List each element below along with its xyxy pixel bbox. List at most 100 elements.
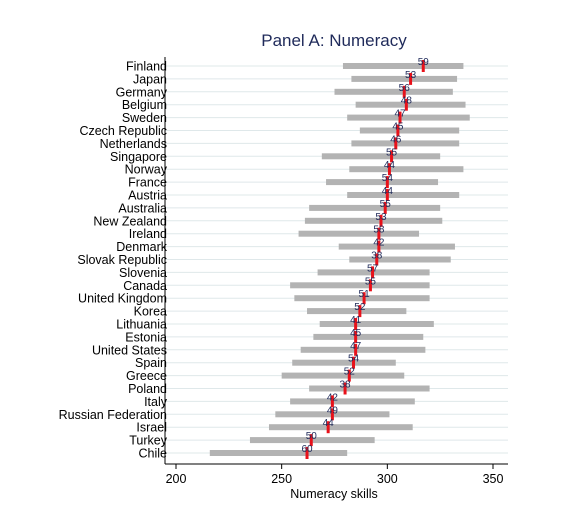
range-bar	[347, 114, 470, 121]
category-label: Sweden	[122, 111, 167, 125]
value-label: 55	[380, 199, 392, 210]
category-label: Greece	[126, 369, 167, 383]
bars-layer: 5953564847454655445444555358423857555152…	[209, 57, 470, 459]
value-label: 53	[375, 212, 387, 223]
range-bar	[209, 450, 348, 456]
mean-marker	[354, 330, 358, 343]
category-label: Russian Federation	[59, 408, 167, 422]
category-label: Canada	[123, 279, 167, 293]
chart-title: Panel A: Numeracy	[261, 31, 407, 50]
mean-marker	[309, 434, 313, 447]
category-label: United Kingdom	[78, 292, 167, 306]
range-bar	[349, 166, 464, 173]
value-label: 47	[394, 109, 406, 120]
value-label: 38	[371, 251, 383, 262]
mean-marker	[354, 318, 358, 330]
mean-marker	[402, 85, 406, 98]
category-label: Japan	[133, 72, 167, 86]
value-label: 55	[386, 147, 398, 158]
mean-marker	[368, 279, 372, 292]
x-tick-label: 250	[271, 472, 292, 486]
value-label: 45	[392, 122, 404, 133]
value-label: 54	[348, 354, 360, 365]
mean-marker	[371, 266, 375, 279]
range-bar	[268, 424, 413, 431]
value-label: 46	[390, 134, 402, 145]
range-bar	[349, 256, 451, 263]
range-bar	[290, 398, 415, 405]
category-label: Chile	[139, 447, 168, 461]
range-bar	[309, 385, 430, 392]
value-label: 38	[340, 380, 352, 391]
range-bar	[351, 140, 460, 147]
category-label: Singapore	[110, 150, 167, 164]
category-label: Slovak Republic	[77, 253, 167, 267]
mean-marker	[379, 214, 383, 227]
mean-marker	[409, 72, 413, 85]
value-label: 52	[354, 302, 366, 313]
range-bar	[342, 63, 464, 69]
category-label: Slovenia	[119, 266, 167, 280]
mean-marker	[362, 292, 366, 305]
value-label: 41	[350, 315, 362, 326]
value-label: 51	[359, 289, 371, 300]
value-label: 60	[301, 444, 313, 455]
x-axis-title: Numeracy skills	[290, 487, 378, 501]
value-label: 59	[418, 57, 430, 68]
mean-marker	[354, 343, 358, 356]
mean-marker	[385, 189, 389, 201]
x-axis: 200 250 300 350	[164, 57, 508, 486]
range-bar	[292, 359, 396, 366]
value-label: 52	[344, 367, 356, 378]
range-bar	[321, 153, 441, 160]
category-label: Lithuania	[116, 318, 167, 332]
range-bar	[298, 230, 420, 237]
mean-marker	[358, 305, 362, 318]
category-label: Poland	[128, 382, 167, 396]
category-label: New Zealand	[93, 214, 167, 228]
range-bar	[334, 88, 453, 95]
mean-marker	[387, 163, 391, 176]
value-label: 42	[327, 392, 339, 403]
range-bar	[309, 204, 441, 211]
x-tick-label: 350	[483, 472, 504, 486]
mean-marker	[343, 382, 347, 395]
value-label: 44	[382, 186, 394, 197]
value-label: 42	[373, 238, 385, 249]
category-label: United States	[92, 343, 167, 357]
category-label: Finland	[126, 60, 167, 74]
x-tick-label: 300	[377, 472, 398, 486]
mean-marker	[377, 227, 381, 240]
category-label: Estonia	[125, 330, 167, 344]
category-label: Italy	[144, 395, 168, 409]
value-label: 54	[382, 173, 394, 184]
mean-marker	[330, 395, 334, 408]
range-bar	[355, 101, 466, 108]
value-label: 53	[405, 70, 417, 81]
value-label: 50	[306, 431, 318, 442]
range-bar	[359, 127, 460, 134]
mean-marker	[347, 369, 351, 382]
mean-marker	[421, 60, 425, 72]
value-label: 56	[399, 83, 411, 94]
mean-marker	[398, 111, 402, 124]
category-label: Korea	[134, 305, 167, 319]
mean-marker	[385, 176, 389, 189]
category-label: Czech Republic	[79, 124, 167, 138]
mean-marker	[394, 137, 398, 150]
category-label: Austria	[128, 189, 167, 203]
mean-marker	[375, 253, 379, 266]
value-label: 44	[384, 160, 396, 171]
category-label: Denmark	[116, 240, 167, 254]
value-label: 58	[373, 225, 385, 236]
category-label: Netherlands	[100, 137, 167, 151]
mean-marker	[330, 408, 334, 421]
mean-marker	[305, 447, 309, 459]
range-bar	[290, 282, 430, 289]
value-label: 45	[350, 328, 362, 339]
category-label: France	[128, 176, 167, 190]
range-bar	[304, 217, 443, 224]
